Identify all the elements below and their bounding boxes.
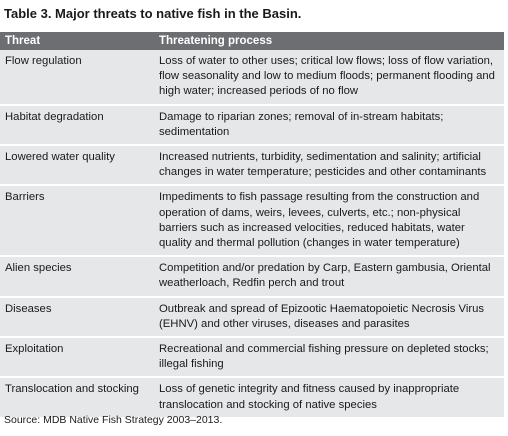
table-header-row: Threat Threatening process [0, 32, 504, 50]
table-row: Barriers Impediments to fish passage res… [0, 184, 504, 255]
threat-cell: Flow regulation [5, 55, 82, 67]
header-threatening-process: Threatening process [159, 35, 273, 47]
header-threat: Threat [5, 35, 41, 47]
threat-cell: Barriers [5, 191, 45, 204]
threat-cell: Translocation and stocking [5, 383, 139, 396]
table-row: Habitat degradation Damage to riparian z… [0, 103, 504, 144]
table-body: Flow regulation Loss of water to other u… [0, 50, 504, 417]
table-row: Flow regulation Loss of water to other u… [0, 50, 504, 104]
process-cell: Loss of genetic integrity and fitness ca… [159, 383, 460, 411]
source-note: Source: MDB Native Fish Strategy 2003–20… [4, 414, 223, 426]
process-cell: Increased nutrients, turbidity, sediment… [159, 151, 487, 179]
process-cell: Loss of water to other uses; critical lo… [159, 55, 495, 98]
threat-cell: Alien species [5, 262, 72, 275]
process-cell: Damage to riparian zones; removal of in-… [159, 110, 444, 138]
process-cell: Outbreak and spread of Epizootic Haemato… [159, 302, 485, 330]
table-row: Diseases Outbreak and spread of Epizooti… [0, 295, 504, 336]
table-row: Translocation and stocking Loss of genet… [0, 376, 504, 416]
table-title: Table 3. Major threats to native fish in… [4, 6, 302, 21]
threat-cell: Lowered water quality [5, 151, 115, 164]
process-cell: Recreational and commercial fishing pres… [159, 343, 489, 371]
table-row: Lowered water quality Increased nutrient… [0, 144, 504, 184]
table-row: Exploitation Recreational and commercial… [0, 336, 504, 376]
table-row: Alien species Competition and/or predati… [0, 255, 504, 295]
process-cell: Competition and/or predation by Carp, Ea… [159, 262, 491, 290]
threat-cell: Diseases [5, 302, 52, 315]
process-cell: Impediments to fish passage resulting fr… [159, 191, 480, 250]
threat-cell: Habitat degradation [5, 110, 104, 123]
threats-table: Threat Threatening process Flow regulati… [0, 32, 504, 417]
threat-cell: Exploitation [5, 343, 64, 356]
